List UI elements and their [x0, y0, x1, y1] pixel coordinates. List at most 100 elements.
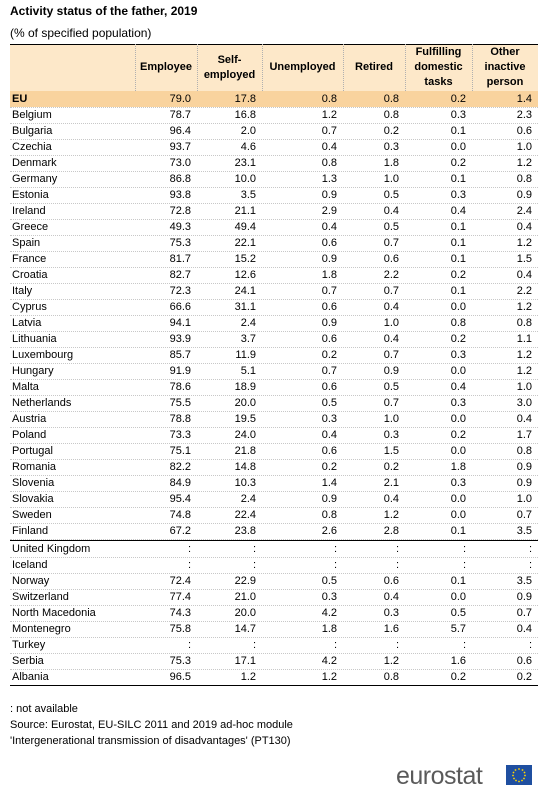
- cell-value: 2.4: [240, 317, 256, 329]
- cell-value: 0.7: [383, 285, 399, 297]
- header-separator: [472, 44, 473, 91]
- cell-value: 3.5: [240, 189, 256, 201]
- cell-value: 0.9: [383, 365, 399, 377]
- cell-value: 22.1: [234, 237, 256, 249]
- cell-value: 1.2: [516, 237, 532, 249]
- row-rule: [10, 139, 538, 140]
- cell-value: 0.4: [383, 301, 399, 313]
- row-rule: [10, 523, 538, 524]
- cell-value: 0.3: [383, 141, 399, 153]
- cell-value: 23.1: [234, 157, 256, 169]
- cell-value: 66.6: [169, 301, 191, 313]
- row-label: Poland: [12, 429, 47, 441]
- cell-value: 0.6: [321, 237, 337, 249]
- row-rule: [10, 267, 538, 268]
- cell-value: 12.6: [234, 269, 256, 281]
- cell-value: 1.2: [516, 157, 532, 169]
- cell-value: 0.6: [321, 445, 337, 457]
- cell-value: 0.6: [321, 381, 337, 393]
- cell-value: 10.3: [234, 477, 256, 489]
- cell-value: 93.8: [169, 189, 191, 201]
- row-rule: [10, 669, 538, 670]
- cell-value: 0.8: [516, 445, 532, 457]
- cell-value: 75.3: [169, 237, 191, 249]
- cell-value: 0.0: [450, 509, 466, 521]
- column-header: Unemployed: [269, 61, 336, 73]
- row-rule: [10, 411, 538, 412]
- header-separator: [405, 44, 406, 91]
- cell-value: :: [395, 559, 399, 571]
- cell-value: 0.5: [383, 189, 399, 201]
- row-rule: [10, 605, 538, 606]
- cell-value: 96.5: [169, 671, 191, 683]
- row-label: Ireland: [12, 205, 46, 217]
- cell-value: 0.0: [450, 301, 466, 313]
- cell-value: :: [462, 543, 466, 555]
- cell-value: 0.8: [321, 93, 337, 105]
- cell-value: 0.8: [383, 109, 399, 121]
- cell-value: 72.4: [169, 575, 191, 587]
- cell-value: 0.2: [383, 125, 399, 137]
- row-label: Spain: [12, 237, 41, 249]
- row-rule: [10, 331, 538, 332]
- cell-value: 0.0: [450, 413, 466, 425]
- cell-value: 0.9: [321, 493, 337, 505]
- cell-value: 0.3: [383, 607, 399, 619]
- cell-value: 2.6: [321, 525, 337, 537]
- row-label: Estonia: [12, 189, 49, 201]
- row-label: Latvia: [12, 317, 42, 329]
- cell-value: 82.2: [169, 461, 191, 473]
- row-label: Portugal: [12, 445, 53, 457]
- row-label: Finland: [12, 525, 49, 537]
- bottom-rule: [10, 685, 538, 686]
- cell-value: 2.2: [516, 285, 532, 297]
- cell-value: 1.8: [383, 157, 399, 169]
- cell-value: 74.8: [169, 509, 191, 521]
- cell-value: 67.2: [169, 525, 191, 537]
- cell-value: 0.0: [450, 365, 466, 377]
- cell-value: 5.7: [450, 623, 466, 635]
- cell-value: 0.2: [450, 671, 466, 683]
- logo-text: eurostat: [396, 762, 483, 790]
- cell-value: 3.5: [516, 525, 532, 537]
- cell-value: 78.7: [169, 109, 191, 121]
- cell-value: 0.0: [450, 493, 466, 505]
- cell-value: 0.4: [516, 269, 532, 281]
- cell-value: 0.1: [450, 173, 466, 185]
- cell-value: 0.3: [450, 349, 466, 361]
- cell-value: 94.1: [169, 317, 191, 329]
- row-label: United Kingdom: [12, 543, 91, 555]
- cell-value: 0.8: [383, 93, 399, 105]
- cell-value: 0.8: [516, 317, 532, 329]
- cell-value: 0.7: [383, 349, 399, 361]
- row-rule: [10, 171, 538, 172]
- row-rule: [10, 107, 538, 108]
- cell-value: 1.7: [516, 429, 532, 441]
- row-label: Germany: [12, 173, 58, 185]
- cell-value: 4.2: [321, 655, 337, 667]
- row-rule: [10, 219, 538, 220]
- cell-value: 1.8: [450, 461, 466, 473]
- cell-value: 0.5: [321, 397, 337, 409]
- row-rule: [10, 363, 538, 364]
- cell-value: 1.0: [516, 141, 532, 153]
- cell-value: 73.3: [169, 429, 191, 441]
- cell-value: 0.5: [383, 381, 399, 393]
- cell-value: 75.1: [169, 445, 191, 457]
- row-label: Romania: [12, 461, 57, 473]
- cell-value: 78.6: [169, 381, 191, 393]
- group-separator: [10, 540, 538, 541]
- row-label: Slovakia: [12, 493, 54, 505]
- cell-value: :: [395, 543, 399, 555]
- top-rule: [10, 44, 538, 45]
- cell-value: 1.2: [516, 365, 532, 377]
- cell-value: 2.1: [383, 477, 399, 489]
- cell-value: 0.0: [450, 591, 466, 603]
- cell-value: 93.9: [169, 333, 191, 345]
- cell-value: 0.7: [321, 125, 337, 137]
- row-label: Belgium: [12, 109, 52, 121]
- cell-value: 0.8: [321, 157, 337, 169]
- cell-value: 1.2: [240, 671, 256, 683]
- cell-value: 0.6: [516, 655, 532, 667]
- row-label: Switzerland: [12, 591, 69, 603]
